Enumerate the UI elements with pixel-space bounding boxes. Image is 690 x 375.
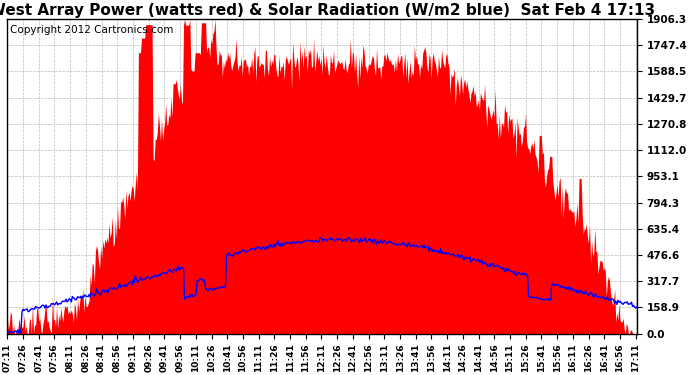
Title: West Array Power (watts red) & Solar Radiation (W/m2 blue)  Sat Feb 4 17:13: West Array Power (watts red) & Solar Rad… — [0, 3, 655, 18]
Text: Copyright 2012 Cartronics.com: Copyright 2012 Cartronics.com — [10, 25, 174, 35]
